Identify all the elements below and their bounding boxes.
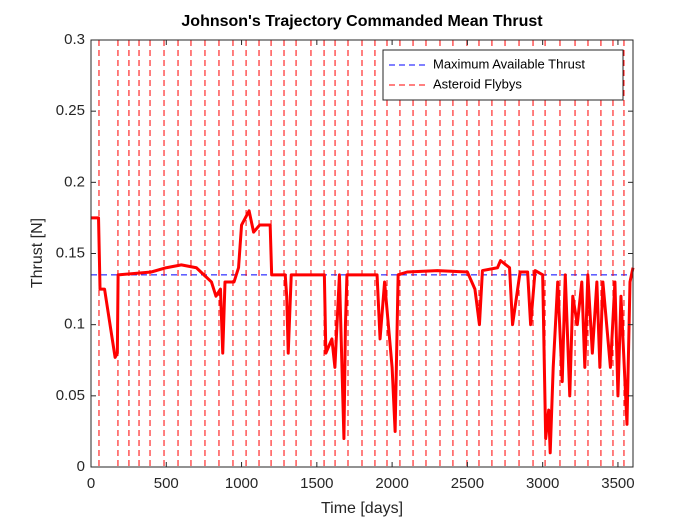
y-tick-label: 0.25 bbox=[56, 102, 85, 119]
y-tick-label: 0.2 bbox=[64, 173, 85, 190]
x-tick-label: 1500 bbox=[300, 475, 333, 492]
y-tick-label: 0.15 bbox=[56, 244, 85, 261]
y-tick-label: 0.1 bbox=[64, 316, 85, 333]
x-tick-label: 500 bbox=[154, 475, 179, 492]
y-tick-label: 0 bbox=[77, 458, 85, 475]
legend: Maximum Available Thrust Asteroid Flybys bbox=[382, 49, 624, 101]
legend-label: Asteroid Flybys bbox=[433, 76, 522, 91]
x-axis-label: Time [days] bbox=[321, 500, 403, 517]
legend-box bbox=[382, 49, 624, 101]
x-tick-label: 3000 bbox=[526, 475, 559, 492]
thrust-line bbox=[91, 209, 635, 455]
x-tick-label: 0 bbox=[87, 475, 95, 492]
x-tick-label: 2500 bbox=[451, 475, 484, 492]
x-tick-label: 1000 bbox=[225, 475, 258, 492]
legend-label: Maximum Available Thrust bbox=[433, 56, 585, 71]
chart-title: Johnson's Trajectory Commanded Mean Thru… bbox=[181, 13, 543, 30]
y-tick-label: 0.3 bbox=[64, 31, 85, 48]
y-axis-label: Thrust [N] bbox=[29, 218, 46, 288]
x-tick-label: 3500 bbox=[601, 475, 634, 492]
x-tick-label: 2000 bbox=[375, 475, 408, 492]
y-tick-label: 0.05 bbox=[56, 387, 85, 404]
